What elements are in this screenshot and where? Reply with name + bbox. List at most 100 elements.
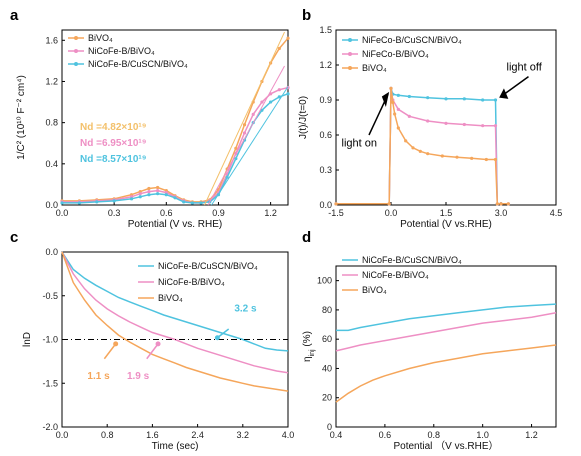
x-tick-label-c-1: 0.8: [101, 430, 114, 440]
panel-label-c: c: [10, 229, 18, 246]
y-tick-label-b-0: 0.0: [319, 200, 332, 210]
data-point-b-2-9: [426, 152, 430, 156]
y-axis-label-b: J(t)/J(t=0): [298, 96, 309, 139]
y-tick-label-d-0: 0: [327, 422, 332, 432]
x-tick-label-b-1: 0.0: [385, 208, 398, 218]
x-tick-label-b-2: 1.5: [440, 208, 453, 218]
y-tick-label-c-1: -0.5: [42, 291, 58, 301]
y-tick-label-a-2: 0.8: [45, 118, 58, 128]
y-tick-label-a-1: 0.4: [45, 159, 58, 169]
data-point-a-2-1: [77, 201, 81, 205]
x-tick-label-a-4: 1.2: [264, 208, 277, 218]
legend-marker-b-1: [348, 52, 352, 56]
data-point-b-2-11: [455, 155, 459, 159]
data-point-a-1-18: [251, 112, 255, 117]
series-line-d-2: [335, 344, 557, 403]
data-point-a-2-6: [147, 193, 151, 197]
series-line-c-2: [61, 251, 289, 392]
data-point-a-0-22: [286, 36, 290, 40]
data-point-a-0-16: [234, 146, 238, 150]
data-point-a-2-15: [225, 175, 229, 179]
data-point-a-2-9: [173, 196, 177, 200]
x-axis-label-d: Potential （V vs.RHE）: [393, 440, 498, 452]
panel-label-a: a: [10, 7, 19, 24]
x-tick-label-c-2: 1.6: [146, 430, 159, 440]
annotation-arrowhead-c-0: [214, 335, 220, 341]
legend-label-c-0: NiCoFe-B/CuSCN/BiVO₄: [158, 261, 258, 271]
data-point-b-2-4: [393, 112, 397, 116]
data-point-b-1-4: [396, 107, 400, 111]
y-tick-label-a-4: 1.6: [45, 35, 58, 45]
x-tick-label-d-0: 0.4: [330, 430, 343, 440]
y-tick-label-c-0: 0.0: [45, 247, 58, 257]
x-tick-label-b-0: -1.5: [328, 208, 344, 218]
legend-label-d-2: BiVO₄: [362, 285, 387, 295]
panel-label-d: d: [302, 229, 311, 246]
nd-annotation-1: Nd =6.95×10¹⁹: [80, 138, 147, 149]
fit-line-a-2: [211, 86, 289, 206]
y-tick-label-b-5: 1.5: [319, 25, 332, 35]
data-point-a-1-5: [138, 192, 142, 196]
y-axis-label-c: lnD: [22, 332, 33, 347]
series-line-d-0: [336, 303, 557, 332]
data-point-b-2-7: [411, 146, 415, 150]
light-on-annotation: light on: [342, 138, 377, 150]
legend-label-a-1: NiCoFe-B/BiVO₄: [88, 46, 155, 56]
y-tick-label-b-1: 0.3: [319, 165, 332, 175]
panel-label-b: b: [302, 7, 311, 24]
x-tick-label-c-3: 2.4: [191, 430, 204, 440]
x-tick-label-a-3: 0.9: [212, 208, 225, 218]
x-tick-label-d-4: 1.2: [525, 430, 538, 440]
data-point-b-0-9: [481, 98, 485, 102]
data-point-a-1-17: [242, 131, 247, 135]
data-point-b-0-6: [426, 96, 430, 100]
y-tick-label-b-2: 0.6: [319, 130, 332, 140]
data-point-a-1-6: [147, 190, 151, 194]
data-point-a-2-11: [190, 201, 194, 205]
data-point-b-0-4: [396, 93, 400, 97]
data-point-a-0-7: [156, 185, 160, 190]
annotation-arrow-c-2: [103, 343, 117, 360]
y-tick-label-a-3: 1.2: [45, 76, 58, 86]
legend-marker-a-0: [74, 36, 78, 40]
y-tick-label-d-2: 40: [322, 363, 332, 373]
data-point-b-2-15: [495, 202, 499, 206]
x-tick-label-b-3: 3.0: [495, 208, 508, 218]
data-point-a-2-12: [199, 201, 203, 205]
x-axis-label-b: Potential (V vs.RHE): [400, 219, 492, 230]
data-point-b-0-8: [462, 97, 466, 101]
light-on-arrowhead: [381, 91, 390, 107]
data-point-b-1-5: [407, 114, 411, 118]
y-tick-label-d-4: 80: [322, 305, 332, 315]
data-point-b-1-7: [444, 121, 448, 125]
data-point-a-0-21: [277, 46, 281, 51]
light-off-arrowhead: [499, 88, 509, 99]
chart-panel-d: 0.4 0.6 0.8 1.0 1.2 0 20 40 60 80 100 Potential （V …: [302, 255, 557, 452]
data-point-a-2-2: [95, 200, 99, 204]
y-tick-label-c-2: -1.0: [42, 335, 58, 345]
data-point-a-2-0: [60, 201, 64, 205]
annotation-arrowhead-c-2: [113, 341, 119, 347]
x-tick-label-d-2: 0.8: [428, 430, 441, 440]
data-point-a-2-4: [129, 197, 134, 201]
data-point-b-2-13: [484, 157, 488, 162]
y-axis-label-d: ηinj (%): [302, 331, 316, 362]
y-tick-label-d-5: 100: [317, 276, 332, 286]
legend-label-a-0: BiVO₄: [88, 33, 113, 43]
nd-annotation-2: Nd =8.57×10¹⁹: [80, 154, 147, 165]
legend-marker-a-1: [74, 49, 78, 53]
legend-label-d-0: NiCoFe-B/CuSCN/BiVO₄: [362, 255, 462, 265]
x-tick-label-a-1: 0.3: [108, 208, 121, 218]
data-point-a-1-19: [260, 100, 264, 104]
y-tick-label-c-3: -1.5: [42, 378, 58, 388]
y-tick-label-b-3: 0.9: [319, 95, 332, 105]
data-point-a-2-16: [234, 157, 238, 161]
data-point-a-2-10: [182, 200, 186, 204]
data-point-b-1-6: [426, 119, 430, 123]
data-point-a-2-5: [138, 195, 142, 199]
y-axis-label-a: 1/C² (10¹⁰ F⁻² cm⁴): [16, 75, 27, 160]
data-point-b-2-6: [404, 139, 408, 143]
legend-label-b-2: BiVO₄: [362, 63, 387, 73]
chart-panel-c: 0.0 0.8 1.6 2.4 3.2 4.0 0.0 -0.5 -1.0 -1.5 -2.0 Tim…: [22, 247, 294, 452]
